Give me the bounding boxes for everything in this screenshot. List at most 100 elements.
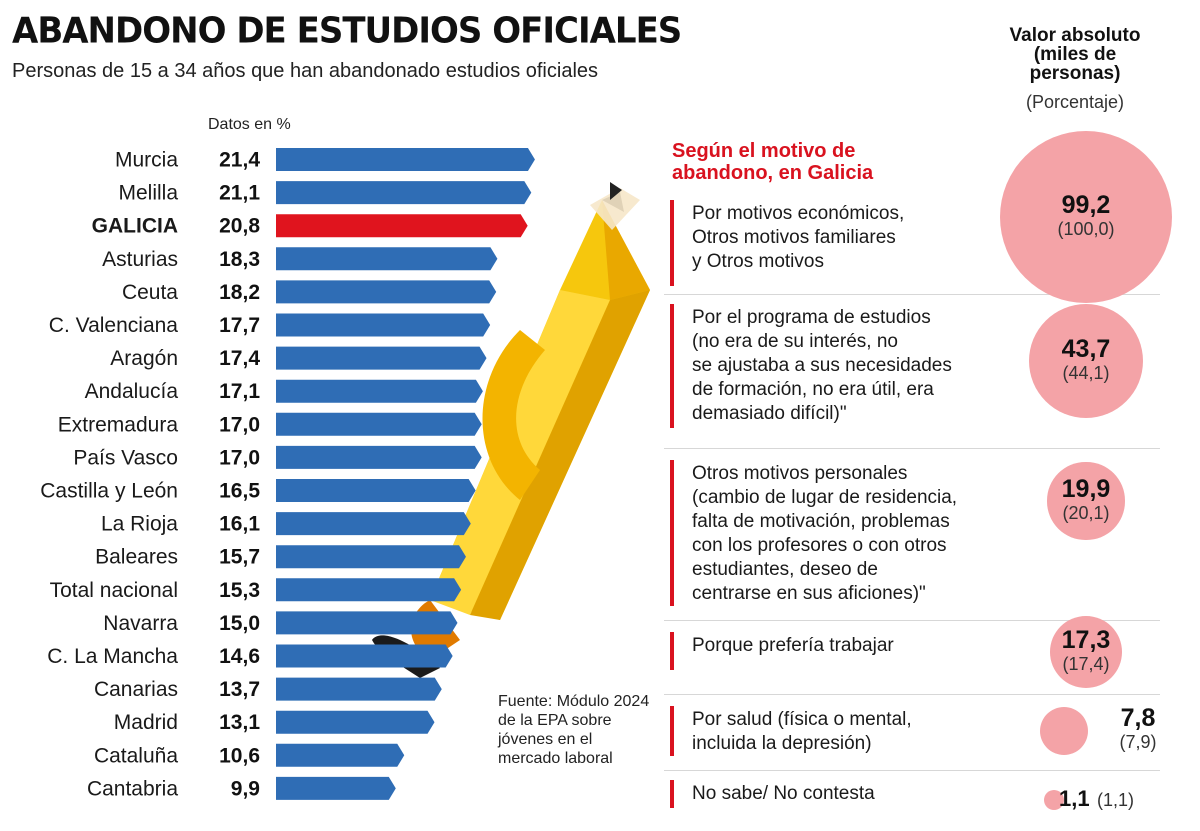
source-note: Fuente: Módulo 2024 de la EPA sobre jóve… [498, 693, 650, 767]
value-label: 15,7 [219, 546, 260, 569]
motive-label: Porque prefería trabajar [692, 635, 894, 656]
region-label: C. Valenciana [49, 314, 179, 337]
motive-bubble [1000, 131, 1172, 303]
value-label: 9,9 [231, 777, 260, 800]
region-label: Murcia [115, 149, 178, 172]
bubble-value-label: 7,8 [1120, 704, 1156, 732]
value-label: 17,4 [219, 347, 260, 370]
motive-marker [670, 706, 674, 756]
bar-melilla [276, 181, 532, 205]
motives-panel: Por motivos económicos, Otros motivos fa… [664, 0, 1200, 831]
bubble-percent-label: (100,0) [1057, 219, 1115, 239]
motive-marker [670, 632, 674, 670]
motive-bubble [1050, 616, 1122, 688]
units-label: Datos en % [208, 116, 291, 133]
region-label: Ceuta [122, 281, 178, 304]
value-label: 17,1 [219, 380, 260, 403]
region-label: Navarra [103, 612, 178, 635]
region-label: País Vasco [73, 446, 178, 469]
value-label: 16,5 [219, 480, 260, 503]
motive-separator [664, 294, 1160, 295]
region-label: Total nacional [50, 579, 178, 602]
region-label: GALICIA [92, 215, 178, 238]
bar-total-nacional [276, 578, 462, 602]
value-label: 15,3 [219, 579, 260, 602]
bubble-percent-label: (20,1) [1062, 503, 1110, 523]
value-label: 17,0 [219, 413, 260, 436]
region-label: Extremadura [58, 413, 179, 436]
region-label: Melilla [118, 182, 178, 205]
motive-label: Otros motivos personales (cambio de luga… [692, 463, 958, 604]
bar-navarra [276, 611, 458, 635]
region-label: Asturias [102, 248, 178, 271]
value-label: 18,3 [219, 248, 260, 271]
motive-label: Por motivos económicos, Otros motivos fa… [692, 203, 905, 272]
bubble-value-label: 99,2 [1061, 191, 1111, 219]
bar-extremadura [276, 412, 482, 436]
motive-marker [670, 200, 674, 286]
motive-marker [670, 780, 674, 808]
bar-andaluc-a [276, 379, 483, 403]
bar-c-la-mancha [276, 644, 453, 668]
region-label: Aragón [110, 347, 178, 370]
motive-bubble [1047, 462, 1125, 540]
bar-castilla-y-le-n [276, 479, 476, 502]
bubble-legend-subtitle: (Porcentaje) [1025, 92, 1125, 112]
bar-madrid [276, 710, 435, 734]
motive-separator [664, 448, 1160, 449]
bubble-percent-label: (17,4) [1062, 654, 1110, 674]
value-label: 10,6 [219, 744, 260, 767]
value-label: 17,0 [219, 446, 260, 469]
bubble-legend-title: Valor absoluto (miles de personas) [1009, 25, 1141, 84]
region-label: Cantabria [87, 777, 178, 800]
bar-galicia [276, 214, 528, 238]
region-label: Cataluña [94, 744, 178, 767]
chart-subtitle: Personas de 15 a 34 años que han abandon… [12, 60, 599, 82]
bar-chart: Murcia Melilla GALICIA Asturias Ceuta C. Vale… [40, 148, 650, 800]
value-label: 14,6 [219, 645, 260, 668]
bubble-percent-label: (44,1) [1062, 363, 1110, 383]
bar-canarias [276, 677, 442, 701]
motive-marker [670, 304, 674, 428]
motive-separator [664, 620, 1160, 621]
motive-separator [664, 694, 1160, 695]
bar-arag-n [276, 346, 487, 370]
motive-bubble [1039, 706, 1089, 756]
bubble-value-label: 17,3 [1061, 626, 1111, 654]
motives-panel-title: Según el motivo de abandono, en Galicia [672, 140, 874, 184]
bar-asturias [276, 247, 498, 271]
bubble-percent-label: (1,1) [1097, 790, 1135, 810]
value-label: 17,7 [219, 314, 260, 337]
chart-title: ABANDONO DE ESTUDIOS OFICIALES [12, 10, 682, 52]
region-label: C. La Mancha [47, 645, 178, 668]
bubble-value-label: 43,7 [1061, 335, 1111, 363]
bar-ceuta [276, 280, 497, 304]
motive-separator [664, 770, 1160, 771]
motive-bubble [1044, 790, 1064, 810]
region-label: La Rioja [101, 513, 178, 536]
bar-baleares [276, 545, 466, 569]
value-label: 21,1 [219, 182, 260, 205]
bar-catalu-a [276, 743, 405, 767]
region-label: Castilla y León [40, 480, 178, 503]
motive-label: Por el programa de estudios (no era de s… [692, 307, 952, 424]
value-label: 16,1 [219, 513, 260, 536]
motive-label: Por salud (física o mental, incluida la … [692, 709, 912, 754]
value-label: 13,1 [219, 711, 260, 734]
value-label: 13,7 [219, 678, 260, 701]
bar-c-valenciana [276, 313, 491, 337]
bubble-value-label: 19,9 [1061, 475, 1111, 503]
region-label: Canarias [94, 678, 178, 701]
region-label: Baleares [95, 546, 178, 569]
bar-pa-s-vasco [276, 445, 482, 469]
bar-murcia [276, 148, 535, 171]
bubble-percent-label: (7,9) [1119, 732, 1157, 752]
value-label: 20,8 [219, 215, 260, 238]
value-label: 18,2 [219, 281, 260, 304]
bubble-value-label: 1,1 [1059, 786, 1090, 811]
bar-cantabria [276, 776, 396, 800]
region-label: Andalucía [85, 380, 179, 403]
region-label: Madrid [114, 711, 178, 734]
motive-bubble [1028, 303, 1144, 419]
motive-marker [670, 460, 674, 606]
